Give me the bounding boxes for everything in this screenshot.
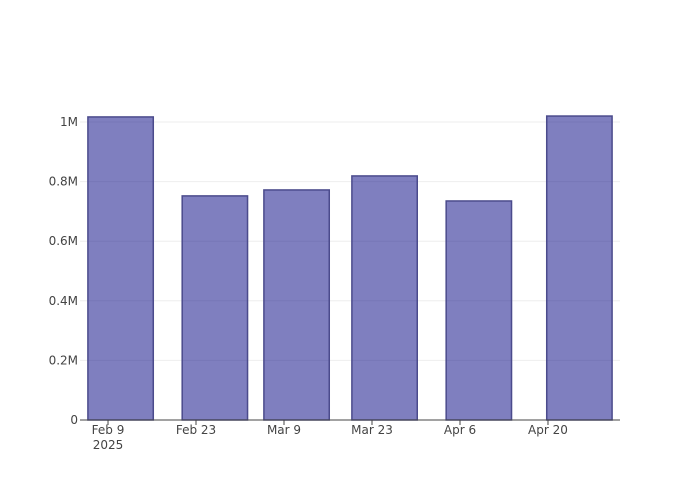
y-tick-label: 0.8M	[49, 175, 78, 189]
bar	[87, 116, 155, 421]
bar	[545, 115, 613, 421]
x-tick-label: Apr 6	[444, 423, 476, 437]
bar	[181, 195, 249, 421]
bar	[263, 189, 331, 421]
x-tick-label: Feb 9 2025	[92, 423, 125, 452]
x-tick-label: Feb 23	[176, 423, 216, 437]
y-tick-label: 0	[70, 413, 78, 427]
y-tick-label: 0.4M	[49, 294, 78, 308]
bar	[351, 175, 419, 421]
y-tick-label: 0.6M	[49, 234, 78, 248]
x-tick-label: Mar 23	[351, 423, 393, 437]
bar	[445, 200, 513, 421]
x-tick-label: Apr 20	[528, 423, 568, 437]
y-tick-label: 0.2M	[49, 353, 78, 367]
y-tick-label: 1M	[60, 115, 78, 129]
x-tick-label: Mar 9	[267, 423, 301, 437]
